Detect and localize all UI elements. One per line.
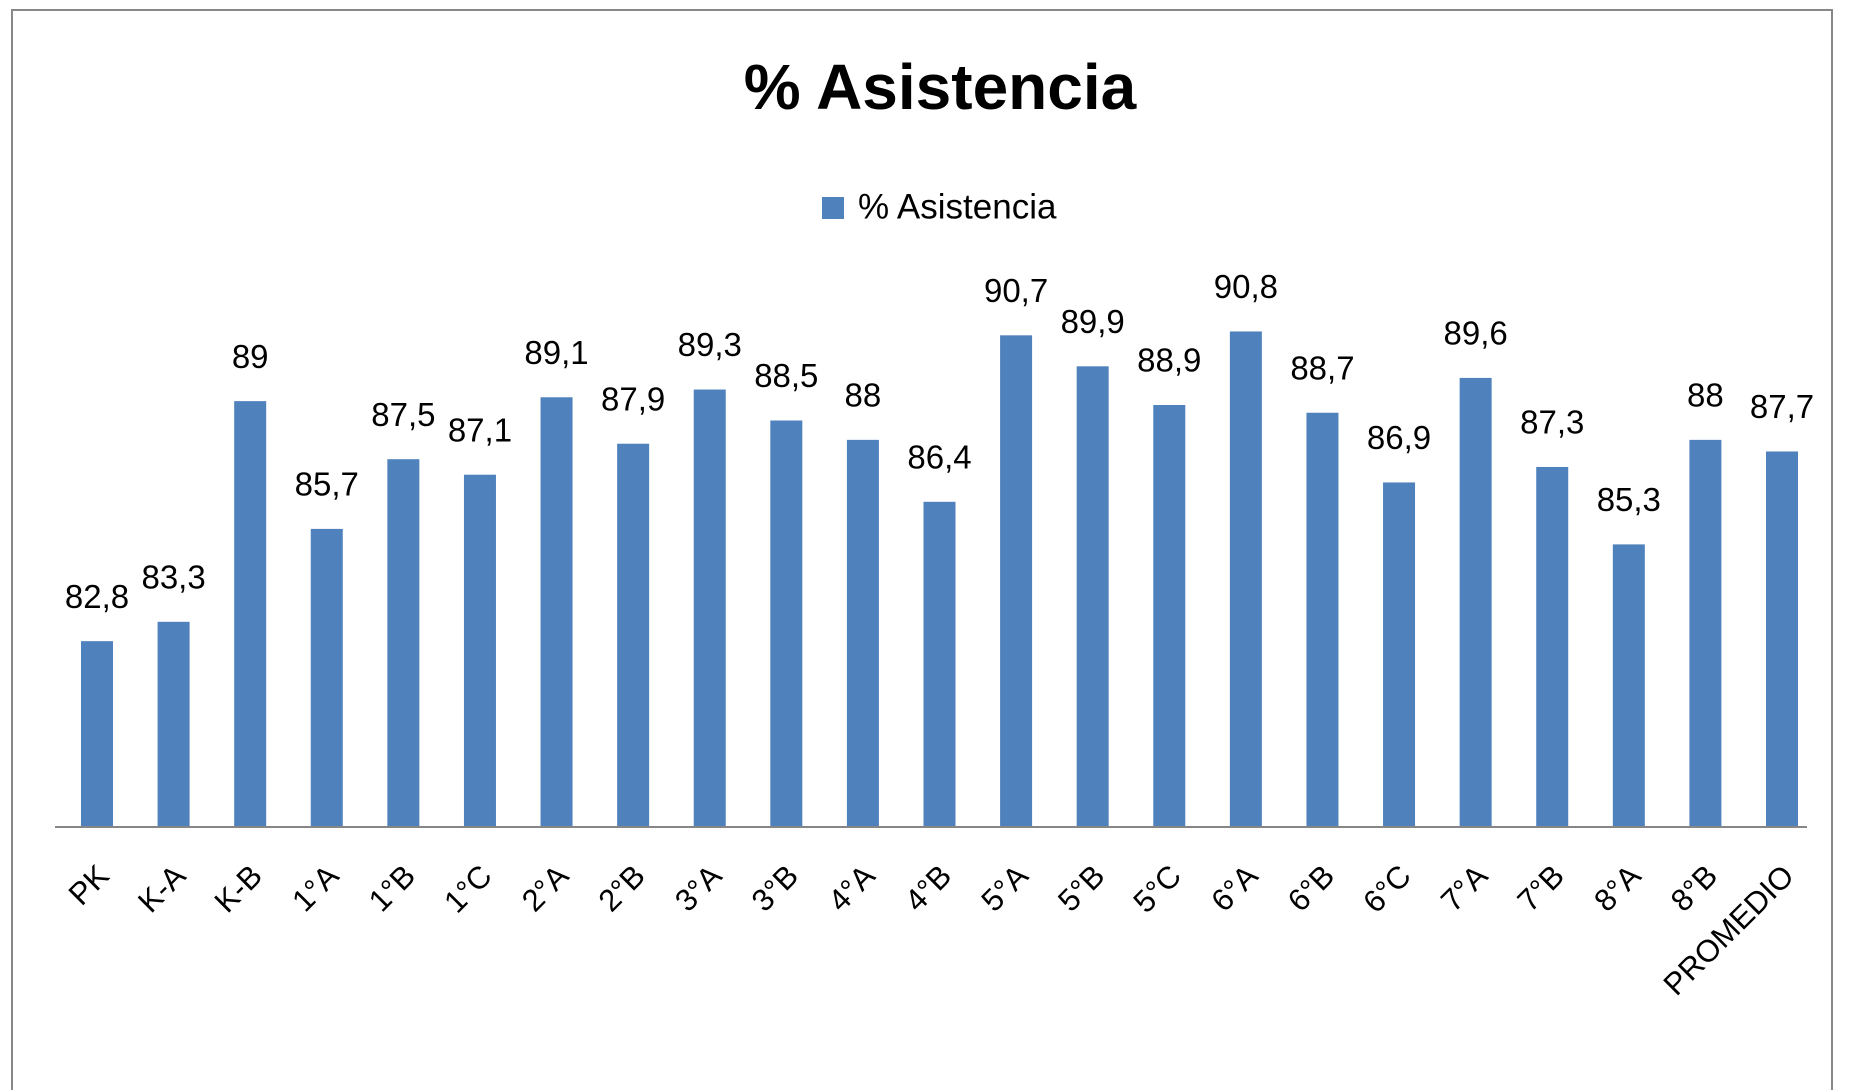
x-tick-label: 5°A	[974, 858, 1035, 919]
data-label: 87,7	[1750, 388, 1814, 425]
x-tick-label: 6°A	[1204, 858, 1265, 919]
data-label: 89,9	[1061, 303, 1125, 340]
data-label: 85,3	[1597, 481, 1661, 518]
data-label: 82,8	[65, 578, 129, 615]
data-label: 88	[845, 377, 882, 414]
x-tick-label: K-B	[208, 858, 269, 919]
x-tick-label: 2°A	[515, 858, 576, 919]
chart-title: % Asistencia	[744, 51, 1137, 123]
data-label: 86,4	[907, 439, 971, 476]
bar	[1689, 439, 1722, 827]
x-tick-label: 3°A	[668, 858, 729, 919]
bar	[540, 397, 573, 827]
bar	[81, 641, 113, 827]
bar	[1306, 412, 1339, 827]
bar	[387, 459, 420, 827]
x-tick-label: 4°A	[821, 858, 882, 919]
data-label: 89,3	[678, 326, 742, 363]
data-label: 87,3	[1520, 404, 1584, 441]
x-tick-label: 6°B	[1281, 858, 1341, 918]
x-tick-label: 7°A	[1434, 858, 1495, 919]
x-tick-label: 6°C	[1356, 858, 1418, 920]
x-tick-label: 4°B	[898, 858, 958, 918]
bar	[234, 401, 267, 827]
bar	[693, 389, 726, 827]
legend-swatch	[822, 197, 844, 219]
x-tick-label: PK	[62, 858, 116, 912]
data-label: 83,3	[141, 559, 205, 596]
bar	[463, 474, 496, 827]
bar	[1766, 451, 1798, 827]
x-tick-label: 1°B	[362, 858, 422, 918]
bar	[1153, 405, 1186, 827]
data-label: 89	[232, 338, 269, 375]
bar	[310, 528, 343, 827]
bar	[770, 420, 803, 827]
data-label: 89,6	[1444, 315, 1508, 352]
data-label: 87,5	[371, 396, 435, 433]
data-label: 89,1	[524, 334, 588, 371]
data-label: 88,9	[1137, 342, 1201, 379]
bar	[846, 439, 879, 827]
bar	[1459, 377, 1492, 827]
bar	[1076, 366, 1109, 827]
data-label: 85,7	[295, 466, 359, 503]
bar	[1536, 466, 1569, 827]
x-tick-label: 3°B	[745, 858, 805, 918]
x-tick-label: 8°A	[1587, 858, 1648, 919]
bar	[1383, 482, 1416, 827]
bar	[1612, 544, 1645, 827]
bar	[617, 443, 650, 827]
data-label: 90,7	[984, 272, 1048, 309]
data-label: 86,9	[1367, 419, 1431, 456]
data-label: 88,5	[754, 357, 818, 394]
bar	[157, 621, 190, 827]
data-label: 87,1	[448, 411, 512, 448]
bar	[1229, 331, 1262, 827]
chart-frame	[11, 9, 1833, 1090]
data-label: 90,8	[1214, 268, 1278, 305]
x-tick-label: 1°C	[437, 858, 499, 920]
bar	[923, 501, 956, 827]
x-tick-label: 7°B	[1511, 858, 1571, 918]
bar	[1000, 335, 1033, 827]
x-tick-label: 2°B	[592, 858, 652, 918]
x-tick-label: 1°A	[285, 858, 346, 919]
data-label: 88,7	[1290, 349, 1354, 386]
legend-label: % Asistencia	[858, 187, 1057, 226]
data-label: 87,9	[601, 380, 665, 417]
x-tick-label: K-A	[131, 858, 193, 920]
x-tick-label: 5°C	[1126, 858, 1188, 920]
data-label: 88	[1687, 377, 1724, 414]
x-tick-label: 5°B	[1051, 858, 1111, 918]
x-tick-label: 8°B	[1664, 858, 1724, 918]
